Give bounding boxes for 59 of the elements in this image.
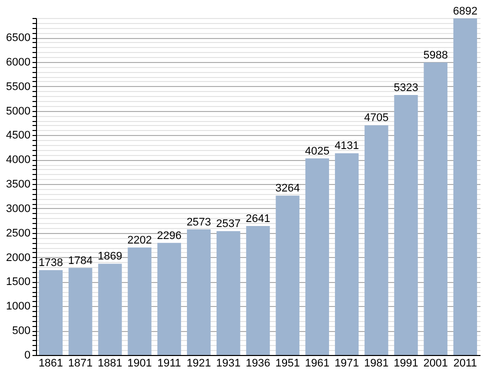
y-tick-label: 1000 [6,300,30,313]
x-tick-label: 1991 [394,358,418,370]
bar [305,158,330,355]
y-tick-label: 500 [12,325,30,338]
bar [38,270,63,355]
data-label: 6892 [452,5,478,18]
x-tick-label: 1901 [127,358,152,370]
data-label: 2537 [216,218,241,230]
bar [128,247,152,355]
bar [276,196,300,355]
x-tick-label: 2001 [423,358,448,370]
bar [186,229,211,355]
y-tick-label: 3000 [6,202,30,215]
bar [157,242,182,355]
bar [453,18,478,355]
x-tick-label: 1911 [157,358,182,370]
data-label: 5323 [394,82,418,94]
y-tick-label: 5500 [6,80,30,93]
x-tick-label: 1921 [186,358,212,370]
x-tick-label: 1881 [98,358,122,370]
y-tick-label: 2500 [6,227,30,240]
data-label: 5988 [423,50,448,62]
x-tick-label: 1931 [216,358,241,370]
x-tick-label: 1951 [275,358,300,370]
y-tick-label: 4000 [6,154,30,166]
y-tick-label: 6000 [6,56,30,68]
data-label: 1738 [38,257,64,270]
data-label: 2202 [127,234,152,246]
bar [394,95,418,355]
data-label: 2641 [246,213,270,226]
x-tick-label: 1961 [304,358,330,370]
bar [98,264,122,355]
y-tick-label: 2000 [6,252,30,264]
data-label: 1784 [68,254,93,267]
x-tick-label: 1871 [68,358,93,370]
y-tick-label: 6500 [6,32,30,44]
y-tick-label: 5000 [6,105,30,118]
bar [364,125,388,355]
data-label: 2573 [186,216,212,228]
x-tick-label: 1971 [334,358,360,370]
y-tick-label: 1500 [6,276,30,288]
bar [246,226,270,355]
y-tick-label: 3500 [6,178,30,191]
data-label: 1869 [98,250,122,263]
y-tick-label: 4500 [6,130,30,142]
data-label: 3264 [275,182,300,195]
data-label: 4025 [304,145,330,158]
data-label: 4131 [334,140,360,152]
x-tick-label: 2011 [453,358,478,370]
bar [216,231,240,355]
bar [68,268,92,355]
y-tick-label: 0 [24,350,30,362]
bar [424,62,448,355]
bar [334,153,359,355]
x-tick-label: 1861 [38,358,64,370]
x-tick-label: 1936 [246,358,270,370]
x-tick-label: 1981 [364,358,389,370]
data-label: 2296 [156,230,182,242]
data-label: 4705 [364,112,389,124]
